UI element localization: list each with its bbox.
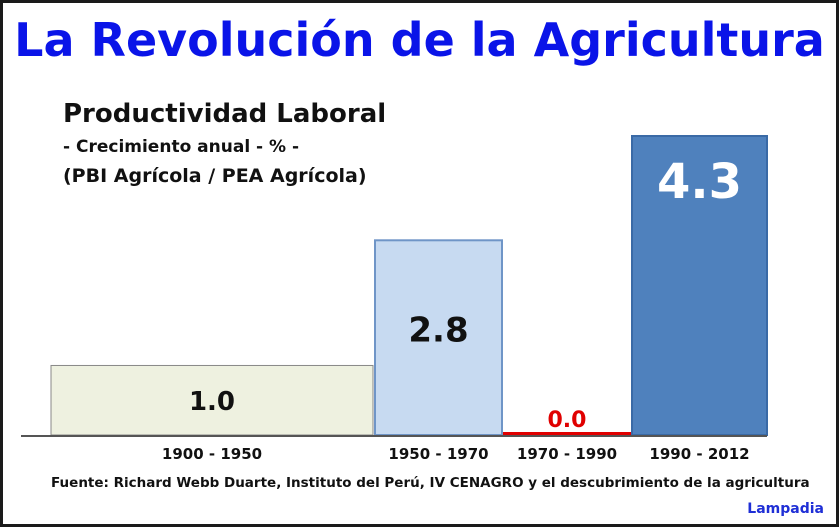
- data-label-4: 4.3: [657, 154, 742, 210]
- x-tick-label-1: 1900 - 1950: [162, 445, 262, 463]
- bar-chart: 1.0 2.8 0.0 4.3 1900 - 1950 1950 - 1970 1970 …: [21, 135, 768, 463]
- x-tick-label-4: 1990 - 2012: [649, 445, 749, 463]
- bar-2: [374, 239, 503, 436]
- chart-title: Productividad Laboral: [63, 99, 387, 129]
- x-tick-label-3: 1970 - 1990: [517, 445, 617, 463]
- data-label-2: 2.8: [408, 311, 468, 351]
- chart-subtitle-block: Productividad Laboral - Crecimiento anua…: [63, 99, 386, 187]
- bar-4: [631, 135, 768, 436]
- x-tick-labels-group: 1900 - 1950 1950 - 1970 1970 - 1990 1990 - …: [162, 445, 750, 463]
- chart-subtitle: - Crecimiento anual - % -: [63, 137, 300, 157]
- data-label-3: 0.0: [548, 408, 587, 433]
- source-note: Fuente: Richard Webb Duarte, Instituto d…: [51, 475, 810, 491]
- data-label-1: 1.0: [189, 387, 235, 417]
- x-tick-label-2: 1950 - 1970: [388, 445, 488, 463]
- bar-3: [503, 432, 631, 435]
- data-labels-group: 1.0 2.8 0.0 4.3: [189, 154, 742, 433]
- brand-label: Lampadia: [747, 501, 824, 517]
- bars-group: [50, 135, 768, 436]
- chart-subtitle-2: (PBI Agrícola / PEA Agrícola): [63, 165, 367, 187]
- page-title: La Revolución de la Agricultura: [14, 13, 825, 67]
